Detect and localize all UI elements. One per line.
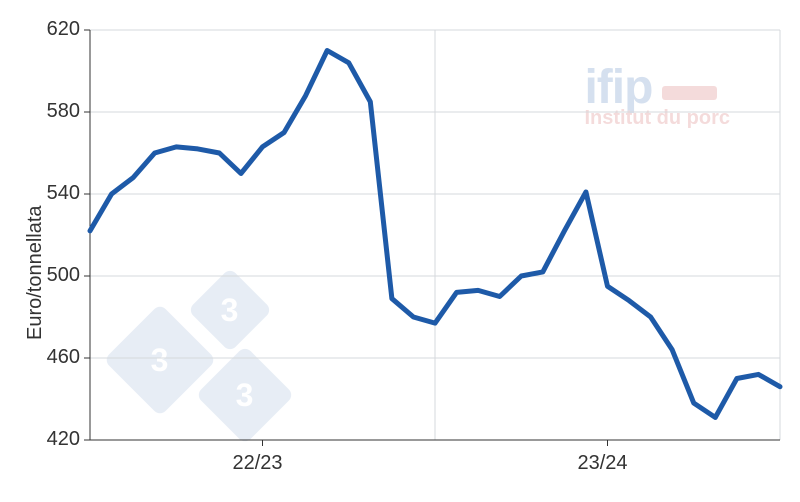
y-tick-label: 500 <box>47 264 80 287</box>
x-tick-label: 22/23 <box>233 452 283 475</box>
y-tick-label: 420 <box>47 428 80 451</box>
y-tick-label: 580 <box>47 100 80 123</box>
price-chart: 3 3 3 ifip Institut du porc Euro/tonnell… <box>0 0 800 502</box>
y-tick-label: 460 <box>47 346 80 369</box>
y-tick-label: 540 <box>47 182 80 205</box>
y-tick-label: 620 <box>47 18 80 41</box>
chart-svg <box>0 0 800 502</box>
y-axis-label: Euro/tonnellata <box>24 205 47 340</box>
x-tick-label: 23/24 <box>578 452 628 475</box>
